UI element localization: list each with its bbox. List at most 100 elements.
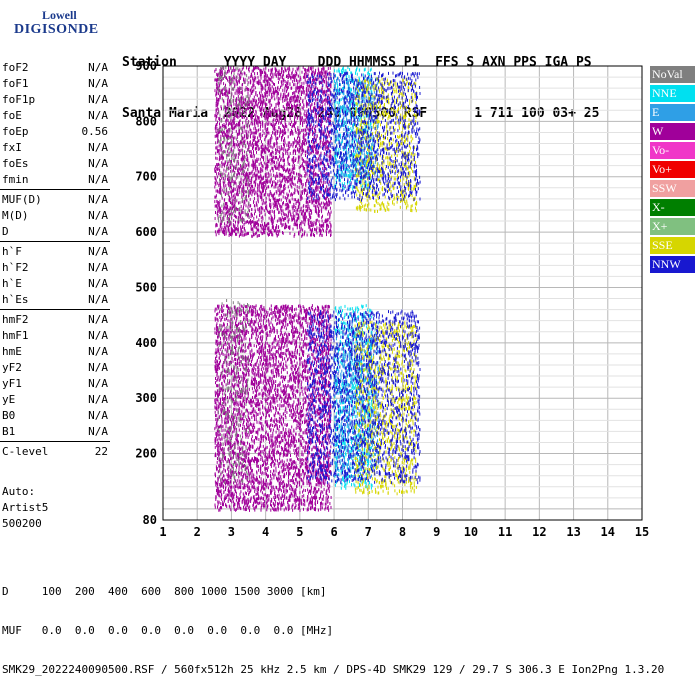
data-point-w	[227, 396, 228, 399]
data-point-w	[281, 489, 282, 492]
data-point-w	[297, 420, 298, 423]
data-point-w	[249, 477, 250, 480]
data-point-w	[245, 318, 246, 321]
data-point-w	[276, 418, 277, 421]
data-point-w	[315, 358, 316, 361]
data-point-w	[299, 345, 300, 348]
data-point-w	[223, 425, 224, 428]
data-point-w	[260, 422, 261, 425]
data-point-w	[294, 315, 295, 318]
data-point-w	[264, 364, 265, 367]
data-point-w	[266, 320, 267, 323]
data-point-w	[265, 341, 266, 344]
data-point-w	[217, 492, 218, 495]
data-point-w	[297, 368, 298, 371]
data-point-w	[226, 494, 227, 497]
data-point-w	[226, 431, 227, 434]
data-point-w	[293, 378, 294, 381]
data-point-w	[233, 497, 234, 500]
data-point-w	[225, 443, 226, 446]
data-point-w	[291, 342, 292, 345]
data-point-w	[292, 476, 293, 479]
data-point-w	[219, 391, 220, 394]
data-point-w	[218, 465, 219, 468]
data-point-w	[230, 508, 231, 511]
data-point-w	[264, 392, 265, 395]
data-point-w	[257, 487, 258, 490]
data-point-w	[273, 407, 274, 410]
data-point-w	[281, 376, 282, 379]
data-point-w	[283, 421, 284, 424]
data-point-w	[218, 376, 219, 379]
data-point-w	[215, 473, 216, 476]
data-point-w	[231, 395, 232, 398]
data-point-w	[247, 483, 248, 486]
data-point-w	[257, 361, 258, 364]
data-point-w	[293, 365, 294, 368]
data-point-w	[256, 345, 257, 348]
data-point-w	[298, 447, 299, 450]
data-point-w	[238, 382, 239, 385]
data-point-w	[235, 349, 236, 352]
data-point-w	[261, 339, 262, 342]
data-point-w	[220, 460, 221, 463]
data-point-w	[306, 388, 307, 391]
data-point-w	[310, 403, 311, 406]
data-point-w	[293, 462, 294, 465]
data-point-w	[249, 486, 250, 489]
data-point-w	[302, 363, 303, 366]
data-point-w	[278, 335, 279, 338]
data-point-w	[237, 366, 238, 369]
data-point-w	[226, 460, 227, 463]
data-point-w	[272, 440, 273, 443]
data-point-w	[289, 507, 290, 510]
data-point-w	[328, 327, 329, 330]
data-point-w	[234, 484, 235, 487]
data-point-w	[283, 313, 284, 316]
data-point-w	[291, 397, 292, 400]
data-point-w	[277, 310, 278, 313]
data-point-w	[246, 361, 247, 364]
data-point-w	[303, 414, 304, 417]
data-point-w	[305, 401, 306, 404]
data-point-w	[250, 325, 251, 328]
data-point-w	[272, 424, 273, 427]
data-point-w	[263, 362, 264, 365]
data-point-w	[283, 485, 284, 488]
data-point-w	[261, 368, 262, 371]
data-point-w	[236, 428, 237, 431]
data-point-w	[256, 373, 257, 376]
data-point-w	[303, 354, 304, 357]
data-point-w	[306, 449, 307, 452]
data-point-w	[255, 436, 256, 439]
data-point-w	[326, 489, 327, 492]
data-point-w	[284, 326, 285, 329]
data-point-w	[297, 399, 298, 402]
data-point-w	[283, 450, 284, 453]
data-point-w	[269, 427, 270, 430]
data-point-w	[219, 437, 220, 440]
data-point-w	[305, 465, 306, 468]
data-point-w	[253, 391, 254, 394]
data-point-w	[287, 335, 288, 338]
data-point-w	[279, 462, 280, 465]
data-point-w	[284, 333, 285, 336]
data-point-w	[289, 497, 290, 500]
data-point-w	[260, 444, 261, 447]
data-point-w	[302, 370, 303, 373]
data-point-w	[257, 501, 258, 504]
data-point-w	[265, 493, 266, 496]
data-point-w	[250, 445, 251, 448]
data-point-w	[256, 405, 257, 408]
data-point-w	[311, 353, 312, 356]
data-point-w	[215, 446, 216, 449]
data-point-w	[285, 438, 286, 441]
data-point-w	[288, 397, 289, 400]
data-point-w	[306, 321, 307, 324]
data-point-w	[256, 460, 257, 463]
data-point-w	[251, 349, 252, 352]
data-point-w	[243, 487, 244, 490]
data-point-w	[287, 345, 288, 348]
data-point-w	[275, 384, 276, 387]
data-point-w	[258, 438, 259, 441]
